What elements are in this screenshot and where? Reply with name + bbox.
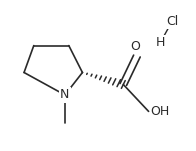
Text: H: H (156, 36, 165, 49)
Text: Cl: Cl (166, 15, 178, 28)
Text: N: N (60, 88, 70, 101)
Text: OH: OH (151, 105, 170, 118)
Text: O: O (130, 40, 140, 53)
